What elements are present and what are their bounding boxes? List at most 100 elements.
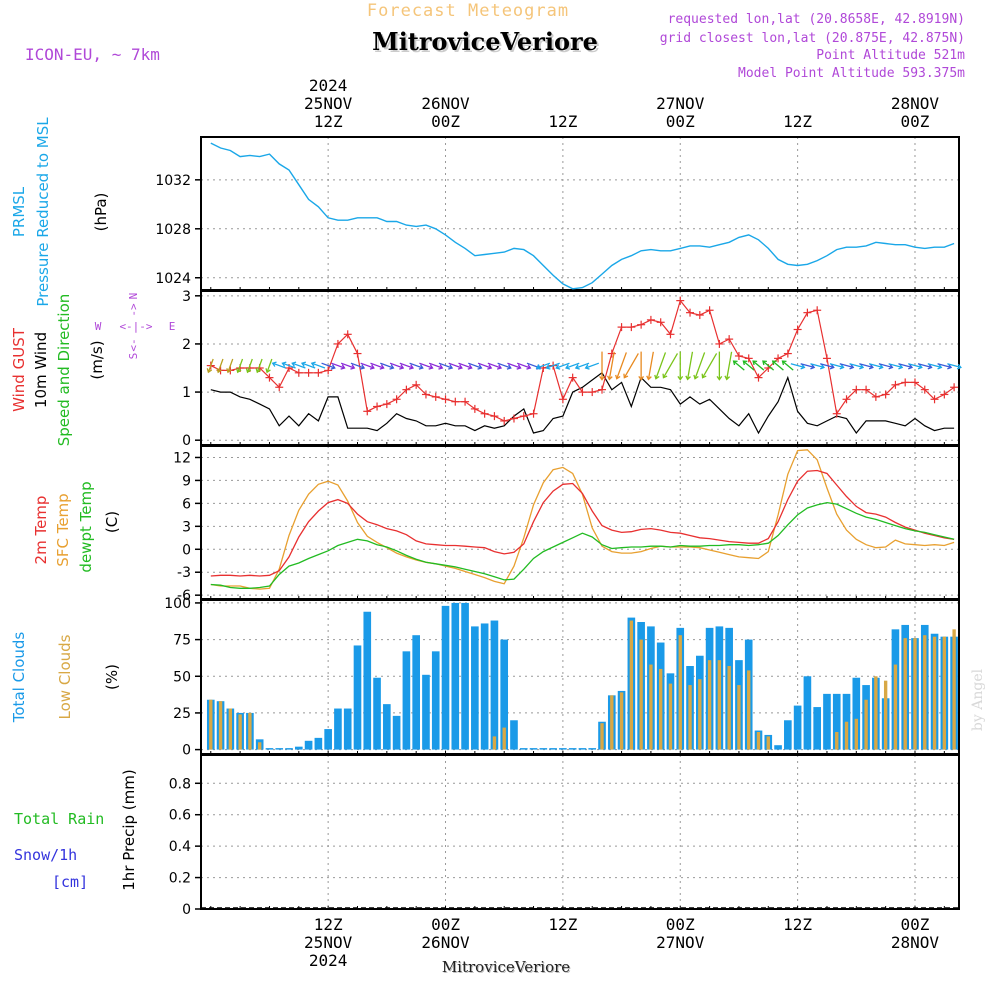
wind-arrow-head (724, 375, 731, 381)
wind-arrow (556, 362, 570, 369)
wind-arrow-head (701, 373, 707, 379)
total-cloud-bar (422, 674, 430, 750)
wind-arrow-head (646, 375, 652, 381)
low-cloud-bar (610, 695, 614, 750)
wind-arrow (800, 363, 815, 369)
total-cloud-bar (373, 677, 381, 750)
wind-arrow (829, 363, 844, 369)
wind-label: 10m Wind (32, 332, 50, 408)
low-cloud-bar (502, 727, 506, 750)
wind-arrow-head (685, 375, 691, 381)
wind-compass: N -> W <-|-> E <- S (95, 293, 176, 360)
wind-arrow-head (908, 363, 914, 370)
low-cloud-bar (629, 620, 634, 750)
total-cloud-bar (559, 748, 567, 750)
total-clouds-label: Total Clouds (10, 632, 28, 724)
compass-vline-top: -> (127, 303, 140, 317)
pressure-label-2: Pressure Reduced to MSL (34, 117, 52, 307)
temp2m-label: 2m Temp (32, 496, 50, 565)
wind-arrow (908, 363, 922, 369)
wind-arrow-head (574, 364, 580, 370)
wind-arrow (782, 360, 794, 371)
location-title: MitroviceVeriore (372, 27, 598, 56)
model-label: ICON-EU, ~ 7km (25, 45, 160, 64)
wind-arrow-head (226, 368, 232, 374)
wind-arrow-head (615, 374, 621, 380)
wind-arrow (888, 363, 903, 369)
wind-arrow (266, 358, 273, 373)
wind-arrow-head (677, 375, 684, 381)
wind-arrow (820, 363, 834, 369)
wind-arrow (256, 358, 263, 373)
wind-arrow (772, 360, 784, 371)
low-cloud-bar (844, 721, 849, 750)
wind-arrow-head (584, 364, 590, 370)
total-cloud-bar (568, 748, 577, 750)
dewpt-line (210, 501, 955, 589)
snow-cm-label: [cm] (52, 873, 88, 891)
low-cloud-bar (600, 723, 604, 750)
chart-title: Forecast Meteogram (367, 1, 569, 21)
top-time-label: 12Z (314, 112, 343, 131)
dewpt-label: dewpt Temp (77, 481, 95, 572)
wind-arrow (321, 362, 335, 369)
top-time-label: 12Z (548, 112, 577, 131)
low-cloud-bar (893, 664, 898, 750)
pressure-ytick-label: 1032 (155, 173, 191, 189)
wind-arrow-head (752, 360, 758, 366)
wind-arrow-head (281, 361, 287, 367)
precip-ytick-label: 0.4 (169, 839, 191, 855)
clouds-ytick-label: 25 (173, 706, 191, 722)
low-cloud-bar (717, 660, 722, 750)
wind-arrow-head (516, 364, 522, 370)
wind-arrow-head (369, 364, 375, 370)
wind-arrow-head (839, 363, 845, 370)
wind-arrow-head (467, 364, 473, 370)
wind-ytick-label: 3 (182, 289, 191, 305)
clouds-ytick-label: 100 (164, 596, 191, 612)
wind-arrow (662, 353, 679, 379)
wind-arrow-head (408, 364, 415, 370)
wind-arrow-head (878, 363, 884, 370)
low-cloud-bar (883, 680, 888, 750)
wind-arrow-head (265, 368, 271, 374)
wind-arrow-head (800, 363, 806, 370)
wind-arrow-head (418, 364, 424, 370)
gust-label: Wind GUST (10, 327, 28, 412)
wind-arrow (839, 363, 854, 369)
top-time-label: 25NOV (304, 94, 353, 113)
bottom-time-label: 12Z (314, 915, 343, 934)
clouds-unit: (%) (103, 664, 121, 690)
wind-ytick-label: 2 (182, 337, 191, 353)
wind-arrow (217, 358, 224, 373)
total-cloud-bar (813, 707, 821, 750)
wind-arrow-head (771, 360, 777, 366)
total-cloud-bar (334, 708, 342, 750)
wind-arrow-head (638, 375, 645, 381)
low-cloud-bar (874, 676, 878, 750)
total-cloud-bar (539, 748, 548, 750)
total-cloud-bar (803, 676, 812, 750)
low-cloud-bar (835, 732, 839, 750)
wind-arrow (686, 351, 694, 380)
wind-arrow-head (487, 364, 493, 370)
wind-arrow-head (360, 364, 366, 370)
clouds-ytick-label: 50 (173, 669, 191, 685)
wind-arrow-head (216, 368, 222, 374)
total-cloud-bar (431, 651, 440, 750)
closest-coords: grid closest lon,lat (20.875E, 42.875N) (660, 31, 965, 46)
wind-arrow-head (496, 364, 503, 370)
low-cloud-bar (668, 683, 673, 750)
wind-arrow (458, 362, 472, 369)
wind-arrow (272, 362, 287, 369)
sfc-temp-line (210, 449, 955, 590)
total-cloud-bar (392, 715, 401, 750)
wind-arrow-head (206, 368, 213, 374)
low-cloud-bar (727, 666, 731, 750)
temp-ytick-label: 9 (182, 473, 191, 489)
wind-arrow-head (947, 363, 953, 370)
rain-label: Total Rain (14, 810, 104, 828)
wind-arrow-head (236, 368, 242, 374)
total-cloud-bar (451, 602, 460, 750)
wind-arrow (350, 362, 365, 369)
